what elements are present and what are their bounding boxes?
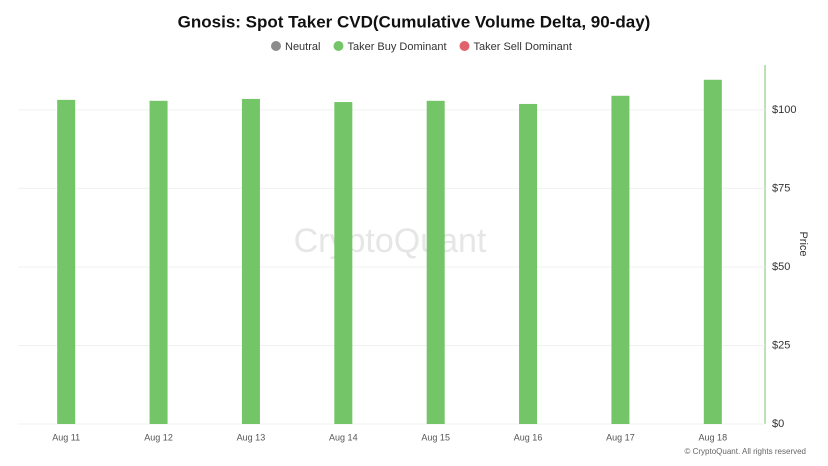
legend-marker	[459, 41, 470, 51]
y-tick-label: $100	[772, 104, 796, 116]
bar	[57, 99, 76, 424]
legend-label: Taker Buy Dominant	[347, 41, 446, 53]
y-axis-title: Price	[797, 231, 809, 256]
y-tick-label: $75	[772, 182, 790, 194]
x-tick-label: Aug 11	[52, 432, 80, 442]
x-tick-label: Aug 17	[606, 432, 635, 442]
bar	[519, 103, 538, 425]
y-tick-label: $50	[772, 261, 790, 273]
footer: © CryptoQuant. All rights reserved	[685, 447, 807, 456]
x-tick-label: Aug 13	[237, 432, 266, 442]
legend-marker	[333, 41, 344, 51]
x-tick-label: Aug 12	[144, 432, 173, 442]
bar	[334, 102, 353, 424]
bar	[703, 79, 722, 425]
bar	[241, 98, 260, 424]
x-tick-label: Aug 15	[421, 432, 450, 442]
x-tick-label: Aug 18	[699, 432, 728, 442]
bar	[426, 100, 445, 424]
watermark: CryptoQuant	[294, 222, 487, 260]
bar	[611, 95, 630, 425]
legend-label: Neutral	[285, 41, 320, 53]
x-tick-label: Aug 16	[514, 432, 543, 442]
bar	[149, 100, 168, 424]
x-tick-label: Aug 14	[329, 432, 358, 442]
y-tick-label: $0	[772, 418, 784, 430]
legend-label: Taker Sell Dominant	[474, 41, 572, 53]
y-tick-label: $25	[772, 339, 790, 351]
chart-title: Gnosis: Spot Taker CVD(Cumulative Volume…	[178, 12, 651, 31]
legend-marker	[271, 41, 281, 51]
